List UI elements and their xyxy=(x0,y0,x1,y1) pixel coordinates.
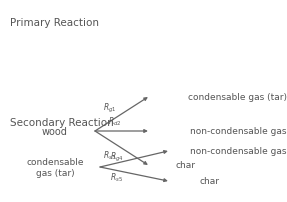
Text: non-condensable gas: non-condensable gas xyxy=(191,147,287,156)
Text: char: char xyxy=(175,161,195,170)
Text: non-condensable gas: non-condensable gas xyxy=(191,127,287,136)
Text: Secondary Reaction: Secondary Reaction xyxy=(10,117,114,127)
Text: $R_{g4}$: $R_{g4}$ xyxy=(110,150,124,163)
Text: $R_{s3}$: $R_{s3}$ xyxy=(103,149,116,161)
Text: condensable gas (tar): condensable gas (tar) xyxy=(188,93,287,102)
Text: Primary Reaction: Primary Reaction xyxy=(10,18,99,28)
Text: wood: wood xyxy=(42,126,68,136)
Text: char: char xyxy=(200,177,220,186)
Text: $R_{s5}$: $R_{s5}$ xyxy=(110,171,123,183)
Text: $R_{d2}$: $R_{d2}$ xyxy=(108,115,122,128)
Text: condensable
gas (tar): condensable gas (tar) xyxy=(26,157,84,177)
Text: $R_{g1}$: $R_{g1}$ xyxy=(103,101,117,114)
